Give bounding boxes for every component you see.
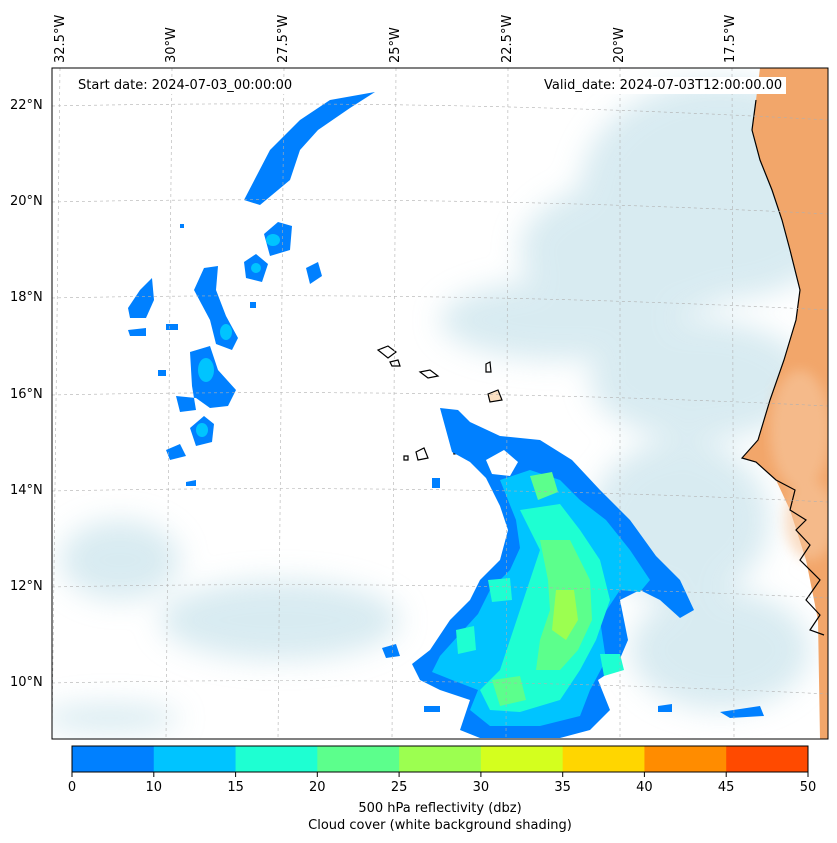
colorbar-tick-50: 50 [799,780,817,795]
colorbar-segment [72,746,155,772]
colorbar-segment [562,746,645,772]
gridlines [52,68,828,739]
map-frame [51,67,829,740]
colorbar-tick-10: 10 [145,780,163,795]
colorbar-tick-marks [71,772,809,777]
colorbar-tick-40: 40 [636,780,653,795]
lon-label-22-5w: 22.5°W [500,14,515,63]
lat-label-16n: 16°N [10,387,43,402]
colorbar-segment [726,746,809,772]
lat-label-12n: 12°N [10,579,43,594]
lat-label-14n: 14°N [10,483,43,498]
colorbar-tick-35: 35 [554,780,571,795]
reflectivity-north [128,92,375,486]
colorbar-tick-25: 25 [390,780,408,795]
colorbar-segment [153,746,237,772]
colorbar-segment [480,746,564,772]
lon-label-32-5w: 32.5°W [53,14,68,63]
colorbar-tick-45: 45 [717,780,735,795]
lon-label-17-5w: 17.5°W [723,14,738,63]
lon-label-20w: 20°W [612,27,627,63]
valid-date-annotation: Valid_date: 2024-07-03T12:00:00.00 [540,77,787,94]
colorbar-label-line2: Cloud cover (white background shading) [308,818,572,833]
lon-label-27-5w: 27.5°W [276,14,291,63]
lat-label-20n: 20°N [10,194,43,209]
colorbar [72,746,809,772]
colorbar-tick-30: 30 [472,780,490,795]
colorbar-tick-20: 20 [309,780,326,795]
start-date-annotation: Start date: 2024-07-03_00:00:00 [74,77,297,94]
african-coastline [740,99,825,636]
colorbar-segment [644,746,727,772]
colorbar-tick-15: 15 [227,780,244,795]
lat-label-10n: 10°N [10,675,43,690]
colorbar-segment [399,746,482,772]
lon-label-25w: 25°W [388,27,403,63]
lat-label-18n: 18°N [10,290,43,305]
cloud-cover-shading [52,80,828,732]
reflectivity-south [382,408,764,738]
colorbar-segment [235,746,318,772]
colorbar-label-line1: 500 hPa reflectivity (dbz) [358,801,522,816]
lat-label-22n: 22°N [10,98,43,113]
lon-label-30w: 30°W [164,27,179,63]
colorbar-segment [317,746,400,772]
colorbar-frame [71,745,809,773]
colorbar-tick-0: 0 [67,780,77,795]
